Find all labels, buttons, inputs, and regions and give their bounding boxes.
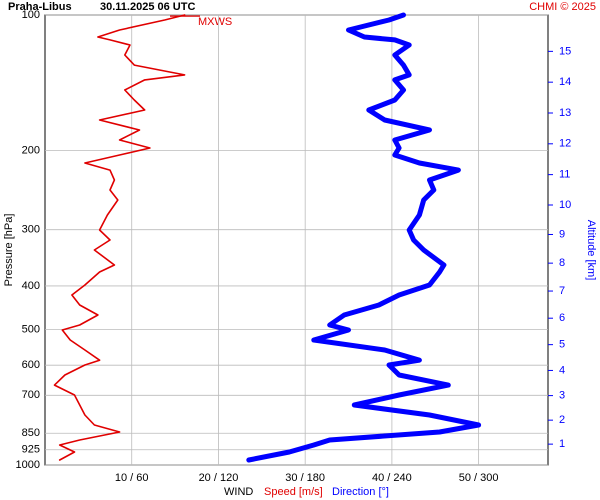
y2-tick-label: 15 — [559, 45, 571, 57]
x-tick-label: 10 / 60 — [115, 472, 149, 484]
y2-tick-label: 1 — [559, 438, 565, 450]
y-axis-label: Pressure [hPa] — [3, 214, 15, 287]
y2-tick-label: 6 — [559, 312, 565, 324]
y-tick-label: 600 — [22, 359, 40, 371]
y2-tick-label: 10 — [559, 199, 571, 211]
y2-tick-label: 12 — [559, 138, 571, 150]
legend-speed: Speed [m/s] — [264, 486, 323, 498]
y2-tick-label: 7 — [559, 285, 565, 297]
y-tick-label: 300 — [22, 224, 40, 236]
x-tick-label: 20 / 120 — [199, 472, 239, 484]
y2-tick-label: 3 — [559, 390, 565, 402]
y-tick-label: 850 — [22, 427, 40, 439]
y-tick-label: 100 — [22, 9, 40, 21]
series-line — [246, 12, 482, 463]
chart-title: Praha-Libus — [8, 1, 72, 13]
y2-tick-label: 8 — [559, 257, 565, 269]
y2-tick-label: 14 — [559, 76, 571, 88]
y2-tick-label: 11 — [559, 169, 570, 181]
y2-axis-label: Altitude [km] — [585, 220, 597, 281]
y-tick-label: 500 — [22, 323, 40, 335]
x-tick-label: 30 / 180 — [285, 472, 325, 484]
annotation: MXWS — [198, 16, 232, 28]
x-axis-label: WIND — [224, 486, 253, 498]
plot-frame — [44, 14, 549, 466]
y-tick-label: 1000 — [16, 459, 40, 471]
chart-subtitle: 30.11.2025 06 UTC — [100, 1, 195, 13]
series-line — [53, 14, 186, 461]
x-tick-label: 40 / 240 — [372, 472, 412, 484]
y-tick-label: 200 — [22, 144, 40, 156]
legend-direction: Direction [°] — [332, 486, 389, 498]
y2-tick-label: 2 — [559, 414, 565, 426]
x-tick-label: 50 / 300 — [459, 472, 499, 484]
y2-tick-label: 9 — [559, 228, 565, 240]
y2-tick-label: 4 — [559, 364, 565, 376]
y-tick-label: 400 — [22, 280, 40, 292]
credit: CHMI © 2025 — [529, 1, 596, 13]
y2-tick-label: 5 — [559, 339, 565, 351]
y2-tick-label: 13 — [559, 107, 571, 119]
y-tick-label: 925 — [22, 444, 40, 456]
y-tick-label: 700 — [22, 389, 40, 401]
